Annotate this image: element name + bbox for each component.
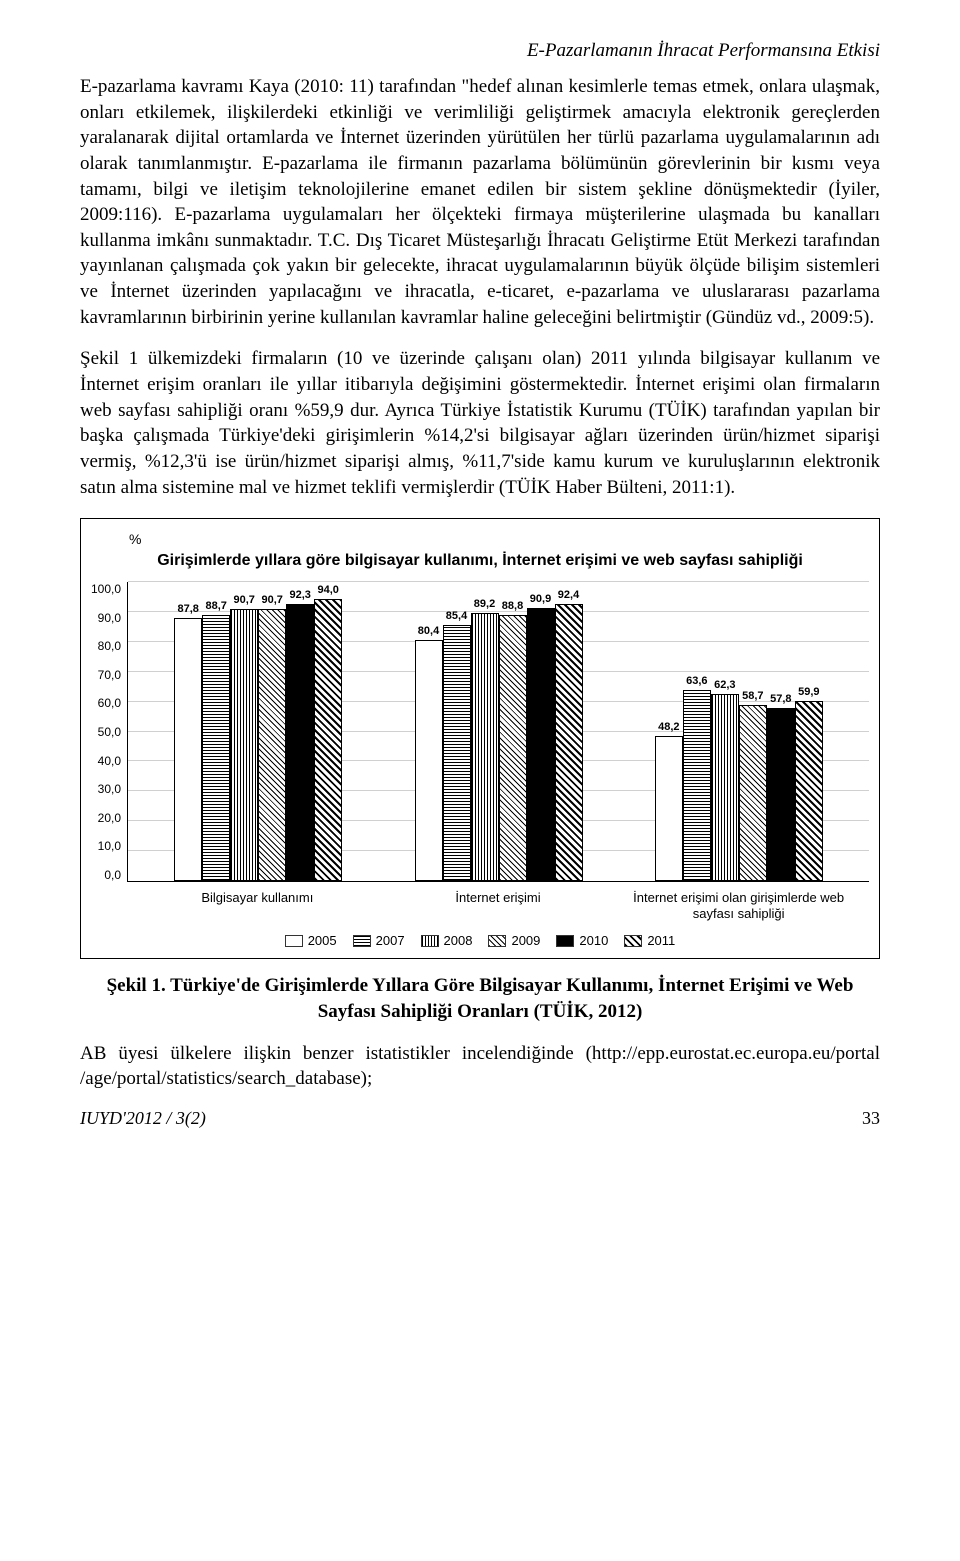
figure-label: Şekil 1. [107, 975, 166, 996]
chart-title: Girişimlerde yıllara göre bilgisayar kul… [91, 551, 869, 572]
bar-value-label: 92,4 [558, 589, 579, 601]
bar-value-label: 57,8 [770, 693, 791, 705]
legend-label: 2010 [579, 933, 608, 948]
bar-value-label: 92,3 [289, 589, 310, 601]
page-footer: IUYD'2012 / 3(2) 33 [80, 1108, 880, 1129]
y-tick-label: 90,0 [91, 611, 121, 625]
bar-group: 80,485,489,288,890,992,4 [415, 604, 583, 881]
y-tick-label: 10,0 [91, 839, 121, 853]
legend-swatch [421, 935, 439, 947]
legend-label: 2008 [444, 933, 473, 948]
x-category-label: İnternet erişimi olan girişimlerde web s… [618, 890, 859, 921]
y-tick-label: 60,0 [91, 696, 121, 710]
paragraph-2: Şekil 1 ülkemizdeki firmaların (10 ve üz… [80, 346, 880, 500]
bar: 57,8 [767, 708, 795, 881]
bar: 88,7 [202, 615, 230, 881]
chart-ylabel: % [129, 531, 869, 547]
y-tick-label: 20,0 [91, 811, 121, 825]
legend-item: 2007 [353, 933, 405, 948]
bar-value-label: 48,2 [658, 721, 679, 733]
bar-value-label: 90,7 [261, 594, 282, 606]
y-tick-label: 40,0 [91, 754, 121, 768]
y-tick-label: 70,0 [91, 668, 121, 682]
footer-page-number: 33 [862, 1108, 880, 1129]
figure-caption: Şekil 1. Türkiye'de Girişimlerde Yıllara… [80, 973, 880, 1024]
legend-label: 2011 [647, 933, 675, 948]
chart-y-axis: 100,0 90,0 80,0 70,0 60,0 50,0 40,0 30,0 20,0 10,… [91, 582, 127, 882]
bar: 80,4 [415, 640, 443, 881]
bar-group: 48,263,662,358,757,859,9 [655, 690, 823, 881]
legend-swatch [556, 935, 574, 947]
figure-caption-text: Türkiye'de Girişimlerde Yıllara Göre Bil… [170, 975, 853, 1022]
paragraph-1: E-pazarlama kavramı Kaya (2010: 11) tara… [80, 74, 880, 330]
bar: 58,7 [739, 705, 767, 881]
bar-value-label: 90,9 [530, 593, 551, 605]
bar: 90,9 [527, 608, 555, 881]
x-category-label: Bilgisayar kullanımı [137, 890, 378, 921]
chart-plot: 87,888,790,790,792,394,080,485,489,288,8… [127, 582, 869, 882]
legend-swatch [353, 935, 371, 947]
bar-value-label: 88,7 [205, 600, 226, 612]
bar: 87,8 [174, 618, 202, 881]
legend-label: 2005 [308, 933, 337, 948]
bar-value-label: 63,6 [686, 675, 707, 687]
chart-x-axis: Bilgisayar kullanımıİnternet erişimiİnte… [127, 890, 869, 921]
bar-group: 87,888,790,790,792,394,0 [174, 599, 342, 881]
bar-value-label: 59,9 [798, 686, 819, 698]
bar: 85,4 [443, 625, 471, 881]
y-tick-label: 100,0 [91, 582, 121, 596]
legend-swatch [285, 935, 303, 947]
y-tick-label: 0,0 [91, 868, 121, 882]
legend-item: 2010 [556, 933, 608, 948]
legend-label: 2009 [511, 933, 540, 948]
legend-item: 2008 [421, 933, 473, 948]
bar: 90,7 [230, 609, 258, 881]
bar-value-label: 62,3 [714, 679, 735, 691]
bar-value-label: 94,0 [317, 584, 338, 596]
bar: 90,7 [258, 609, 286, 881]
bar: 92,3 [286, 604, 314, 881]
bar-value-label: 88,8 [502, 600, 523, 612]
bar-value-label: 90,7 [233, 594, 254, 606]
bar: 92,4 [555, 604, 583, 881]
paragraph-3: AB üyesi ülkelere ilişkin benzer istatis… [80, 1041, 880, 1092]
bar: 59,9 [795, 701, 823, 881]
legend-swatch [488, 935, 506, 947]
bar: 94,0 [314, 599, 342, 881]
bar: 63,6 [683, 690, 711, 881]
bar-value-label: 87,8 [177, 603, 198, 615]
legend-item: 2009 [488, 933, 540, 948]
legend-item: 2005 [285, 933, 337, 948]
chart-figure: % Girişimlerde yıllara göre bilgisayar k… [80, 518, 880, 959]
running-header: E-Pazarlamanın İhracat Performansına Etk… [80, 40, 880, 62]
y-tick-label: 80,0 [91, 639, 121, 653]
bar-value-label: 89,2 [474, 598, 495, 610]
bar-value-label: 58,7 [742, 690, 763, 702]
legend-swatch [624, 935, 642, 947]
bar: 48,2 [655, 736, 683, 881]
legend-item: 2011 [624, 933, 675, 948]
bar-value-label: 80,4 [418, 625, 439, 637]
footer-journal: IUYD'2012 / 3(2) [80, 1108, 206, 1129]
x-category-label: İnternet erişimi [378, 890, 619, 921]
bar-value-label: 85,4 [446, 610, 467, 622]
chart-legend: 2005 2007 2008 2009 2010 2011 [91, 933, 869, 948]
y-tick-label: 30,0 [91, 782, 121, 796]
bar: 89,2 [471, 613, 499, 881]
legend-label: 2007 [376, 933, 405, 948]
bar: 62,3 [711, 694, 739, 881]
y-tick-label: 50,0 [91, 725, 121, 739]
bar: 88,8 [499, 615, 527, 881]
